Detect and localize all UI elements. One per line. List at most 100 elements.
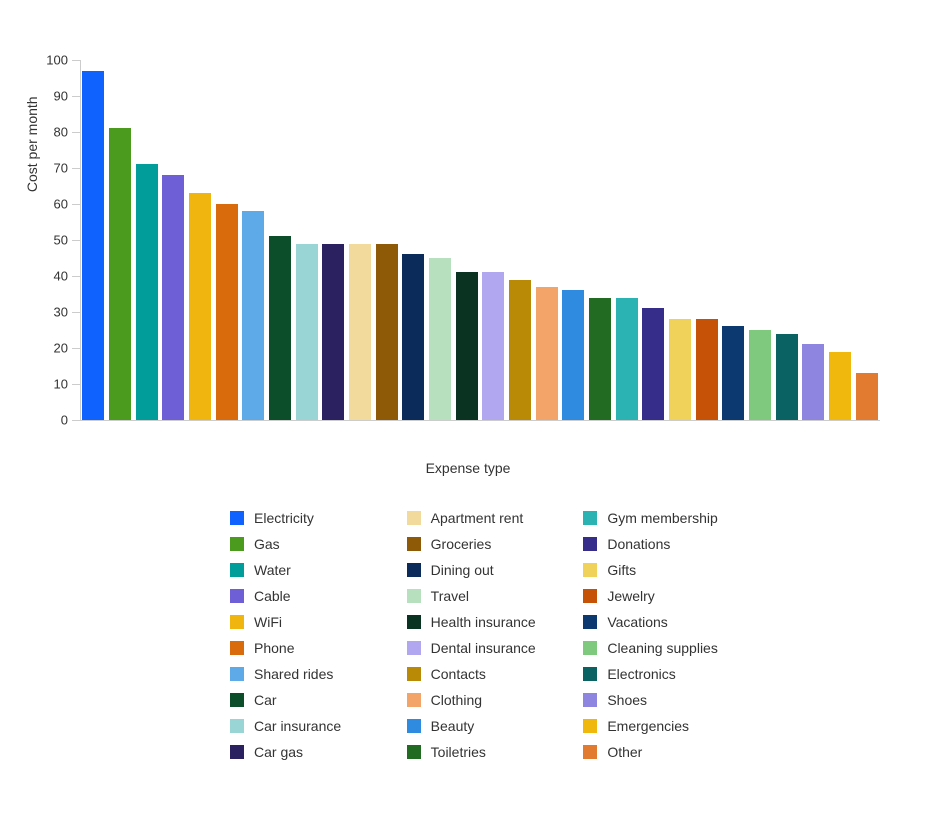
bar xyxy=(829,352,851,420)
y-tick-label: 70 xyxy=(54,161,68,176)
legend-swatch xyxy=(407,745,421,759)
legend-item: Groceries xyxy=(407,536,574,552)
y-tick xyxy=(72,348,80,349)
legend-label: Clothing xyxy=(431,692,482,708)
legend-item: Phone xyxy=(230,640,397,656)
bar xyxy=(376,244,398,420)
y-tick xyxy=(72,276,80,277)
legend-swatch xyxy=(583,511,597,525)
legend-item: Toiletries xyxy=(407,744,574,760)
legend-item: Electronics xyxy=(583,666,750,682)
legend-label: Other xyxy=(607,744,642,760)
y-tick-label: 60 xyxy=(54,197,68,212)
legend-label: Donations xyxy=(607,536,670,552)
expense-bar-chart: Cost per month 0102030405060708090100 Ex… xyxy=(0,0,936,814)
y-axis-title: Cost per month xyxy=(24,96,40,192)
y-tick-label: 100 xyxy=(46,53,68,68)
legend-swatch xyxy=(583,693,597,707)
legend-label: Dining out xyxy=(431,562,494,578)
y-tick-label: 0 xyxy=(61,413,68,428)
y-tick-label: 90 xyxy=(54,89,68,104)
bar xyxy=(482,272,504,420)
bar xyxy=(669,319,691,420)
legend-label: Car gas xyxy=(254,744,303,760)
bar xyxy=(189,193,211,420)
legend-item: Shoes xyxy=(583,692,750,708)
bar xyxy=(562,290,584,420)
legend-label: Travel xyxy=(431,588,469,604)
bar xyxy=(589,298,611,420)
legend-item: Car gas xyxy=(230,744,397,760)
bar xyxy=(82,71,104,420)
y-tick-label: 50 xyxy=(54,233,68,248)
legend-item: Beauty xyxy=(407,718,574,734)
legend-item: Car insurance xyxy=(230,718,397,734)
y-tick xyxy=(72,60,80,61)
legend-swatch xyxy=(583,589,597,603)
y-tick-label: 20 xyxy=(54,341,68,356)
y-tick xyxy=(72,384,80,385)
legend-label: Car insurance xyxy=(254,718,341,734)
legend-swatch xyxy=(407,719,421,733)
legend: ElectricityGasWaterCableWiFiPhoneShared … xyxy=(230,510,750,760)
bar xyxy=(802,344,824,420)
legend-label: Shoes xyxy=(607,692,647,708)
legend-swatch xyxy=(230,589,244,603)
legend-item: Gas xyxy=(230,536,397,552)
y-tick xyxy=(72,132,80,133)
legend-label: Jewelry xyxy=(607,588,654,604)
y-tick xyxy=(72,204,80,205)
legend-swatch xyxy=(230,563,244,577)
legend-swatch xyxy=(583,641,597,655)
legend-swatch xyxy=(583,719,597,733)
legend-item: Apartment rent xyxy=(407,510,574,526)
legend-swatch xyxy=(230,615,244,629)
bar xyxy=(722,326,744,420)
legend-swatch xyxy=(407,511,421,525)
legend-item: Car xyxy=(230,692,397,708)
legend-label: Contacts xyxy=(431,666,486,682)
legend-swatch xyxy=(583,563,597,577)
legend-item: Dining out xyxy=(407,562,574,578)
bar xyxy=(696,319,718,420)
legend-item: Clothing xyxy=(407,692,574,708)
legend-swatch xyxy=(230,745,244,759)
legend-swatch xyxy=(407,641,421,655)
legend-item: Other xyxy=(583,744,750,760)
bar xyxy=(536,287,558,420)
bar xyxy=(109,128,131,420)
legend-item: Contacts xyxy=(407,666,574,682)
y-tick-label: 10 xyxy=(54,377,68,392)
x-axis-title: Expense type xyxy=(0,460,936,476)
bar xyxy=(296,244,318,420)
legend-item: Emergencies xyxy=(583,718,750,734)
legend-swatch xyxy=(230,537,244,551)
y-tick xyxy=(72,168,80,169)
bar xyxy=(856,373,878,420)
bar xyxy=(776,334,798,420)
legend-label: Car xyxy=(254,692,277,708)
legend-swatch xyxy=(407,667,421,681)
bar xyxy=(456,272,478,420)
legend-item: Health insurance xyxy=(407,614,574,630)
legend-swatch xyxy=(230,641,244,655)
legend-swatch xyxy=(407,563,421,577)
legend-swatch xyxy=(583,745,597,759)
legend-swatch xyxy=(407,615,421,629)
legend-swatch xyxy=(407,693,421,707)
legend-label: Cable xyxy=(254,588,291,604)
legend-item: Donations xyxy=(583,536,750,552)
legend-item: Dental insurance xyxy=(407,640,574,656)
legend-item: Water xyxy=(230,562,397,578)
bar xyxy=(136,164,158,420)
legend-label: Cleaning supplies xyxy=(607,640,718,656)
legend-swatch xyxy=(583,537,597,551)
bar xyxy=(322,244,344,420)
legend-item: Jewelry xyxy=(583,588,750,604)
legend-item: Gym membership xyxy=(583,510,750,526)
bars-group xyxy=(80,60,880,420)
bar xyxy=(429,258,451,420)
legend-item: Travel xyxy=(407,588,574,604)
legend-swatch xyxy=(230,511,244,525)
legend-label: Gifts xyxy=(607,562,636,578)
